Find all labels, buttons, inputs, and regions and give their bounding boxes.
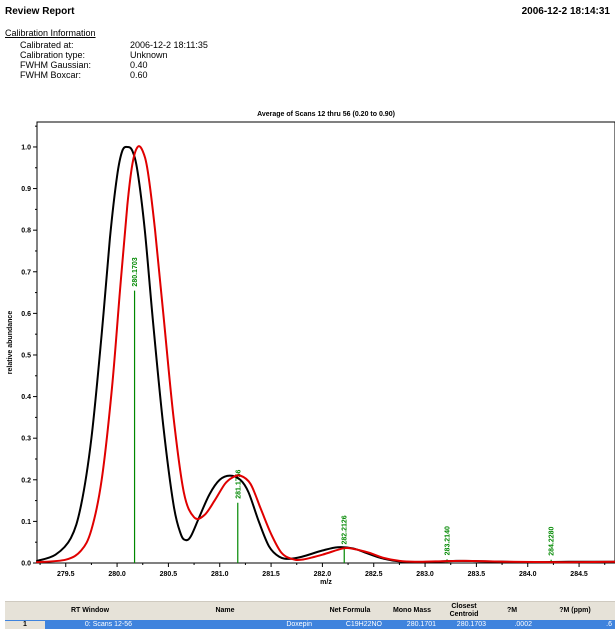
table-header-cell[interactable]: Closest Centroid: [449, 603, 479, 618]
y-tick-label: 0.1: [21, 519, 31, 526]
x-tick-label: 281.0: [211, 571, 229, 578]
table-cell: 280.1701: [406, 620, 436, 628]
calibration-value: Unknown: [130, 50, 168, 60]
plot-frame: [36, 121, 615, 564]
table-cell: .6: [606, 620, 612, 628]
y-tick-label: 0.2: [21, 477, 31, 484]
series-line-1: [36, 145, 615, 564]
y-tick-label: 0.6: [21, 311, 31, 318]
x-tick-label: 282.0: [314, 571, 332, 578]
y-tick-label: 0.0: [21, 561, 31, 568]
y-tick-label: 0.9: [21, 186, 31, 193]
calibration-row: FWHM Gaussian: 0.40: [20, 60, 208, 70]
table-cell: 0: Scans 12-56: [84, 620, 132, 628]
y-tick-label: 0.4: [21, 394, 31, 401]
calibration-value: 0.40: [130, 60, 148, 70]
x-axis-label: m/z: [320, 579, 332, 586]
x-tick-label: 279.5: [57, 571, 75, 578]
x-tick-label: 283.0: [416, 571, 434, 578]
y-tick-label: 1.0: [21, 144, 31, 151]
x-tick-label: 282.5: [365, 571, 383, 578]
y-axis-label: relative abundance: [7, 311, 14, 375]
calibration-row: Calibrated at: 2006-12-2 18:11:35: [20, 40, 208, 50]
table-header-cell[interactable]: Net Formula: [329, 607, 371, 614]
calibration-row: Calibration type: Unknown: [20, 50, 208, 60]
report-date: 2006-12-2 18:14:31: [521, 6, 610, 17]
chart-title: Average of Scans 12 thru 56 (0.20 to 0.9…: [257, 111, 395, 118]
report-title: Review Report: [5, 6, 75, 17]
series-line-2: [36, 145, 615, 564]
table-cell: C19H22NO: [345, 620, 382, 628]
centroid-label: 280.1703: [132, 257, 139, 286]
table-header-cell[interactable]: ?M (ppm): [559, 607, 591, 614]
table-header: RT Window Name Net Formula Mono Mass Clo…: [5, 601, 615, 620]
x-tick-label: 284.0: [519, 571, 537, 578]
table-row[interactable]: 1 0: Scans 12-56 Doxepin C19H22NO 280.17…: [5, 620, 615, 629]
y-tick-label: 0.5: [21, 352, 31, 359]
table-cell: .0002: [514, 620, 532, 628]
x-tick-label: 283.5: [468, 571, 486, 578]
calibration-label: Calibration type:: [20, 50, 86, 60]
table-cell: Doxepin: [286, 620, 312, 628]
calibration-title: Calibration Information: [5, 28, 96, 38]
calibration-label: FWHM Gaussian:: [20, 60, 92, 70]
calibration-value: 0.60: [130, 70, 148, 80]
table-header-cell[interactable]: Mono Mass: [392, 607, 432, 614]
calibration-row: FWHM Boxcar: 0.60: [20, 70, 208, 80]
results-table: RT Window Name Net Formula Mono Mass Clo…: [5, 601, 615, 629]
centroid-label: 282.2126: [342, 515, 349, 544]
y-tick-label: 0.7: [21, 269, 31, 276]
table-header-cell[interactable]: Name: [215, 607, 235, 614]
centroid-label: 281.1756: [235, 469, 242, 498]
calibration-label: FWHM Boxcar:: [20, 70, 82, 80]
table-header-cell[interactable]: ?M: [506, 607, 518, 614]
calibration-label: Calibrated at:: [20, 40, 74, 50]
centroid-label: 283.2140: [445, 526, 452, 555]
calibration-value: 2006-12-2 18:11:35: [130, 40, 208, 50]
y-tick-label: 0.8: [21, 228, 31, 235]
x-tick-label: 280.0: [108, 571, 126, 578]
calibration-list: Calibrated at: 2006-12-2 18:11:35 Calibr…: [20, 40, 208, 80]
table-cell: 280.1703: [456, 620, 486, 628]
centroid-label: 284.2280: [549, 526, 556, 555]
x-tick-label: 284.5: [570, 571, 588, 578]
y-tick-label: 0.3: [21, 436, 31, 443]
x-tick-label: 281.5: [262, 571, 280, 578]
table-cell: 1: [5, 620, 45, 629]
x-tick-label: 280.5: [160, 571, 178, 578]
spectrum-chart: Average of Scans 12 thru 56 (0.20 to 0.9…: [7, 111, 615, 586]
table-header-cell[interactable]: RT Window: [70, 607, 110, 614]
